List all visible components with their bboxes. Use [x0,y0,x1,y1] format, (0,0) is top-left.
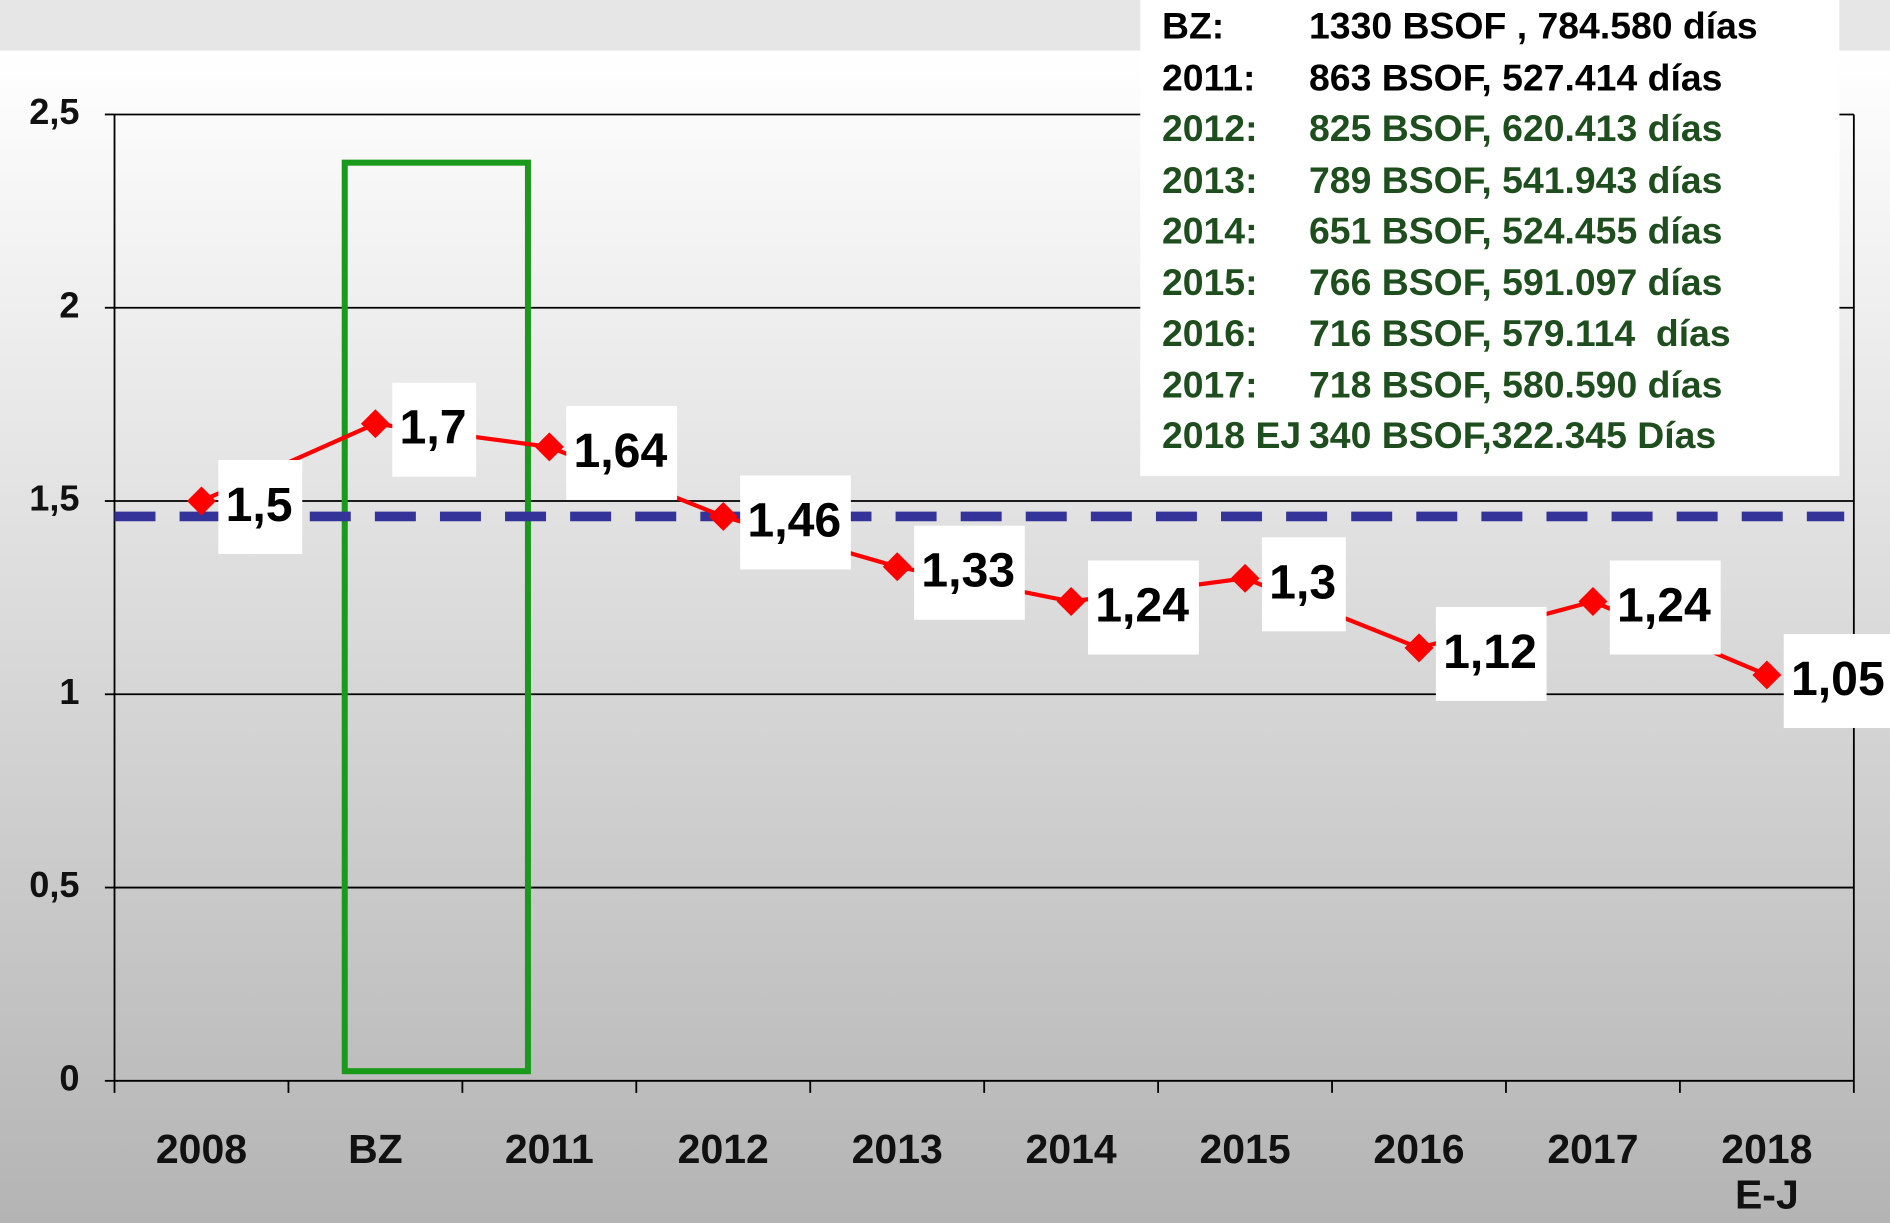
info-text: 718 BSOF, 580.590 días [1309,363,1723,406]
info-row: 2017: 718 BSOF, 580.590 días [1162,363,1722,406]
data-label: 1,24 [1617,578,1711,632]
info-label: 2013: [1161,158,1258,201]
info-text: 766 BSOF, 591.097 días [1309,260,1723,304]
marker [1230,563,1260,593]
x-tick-label: 2013 [851,1126,943,1173]
info-label: 2018 EJ [1161,414,1302,457]
data-label-box [1783,633,1890,728]
info-row: 2012: 825 BSOF, 620.413 días [1162,107,1722,150]
info-label: 2015: [1161,260,1258,304]
info-label: 2017: [1161,363,1258,406]
marker [360,409,390,439]
highlight-box [341,159,531,1075]
info-text: 863 BSOF, 527.414 días [1309,56,1723,99]
data-label: 1,24 [1095,578,1189,632]
marker [534,432,564,462]
info-box: BZ: 1330 BSOF , 784.580 días 2011: 863 BSOF… [1140,0,1840,476]
data-label-box [740,475,851,570]
marker [187,486,216,516]
data-label-box [1261,537,1346,632]
info-row: 2013: 789 BSOF, 541.943 días [1162,158,1722,201]
data-label-box [218,460,303,555]
y-tick-label: 0,5 [29,864,79,905]
y-tick-label: 2,5 [29,91,79,132]
info-label: BZ: [1161,4,1225,47]
info-row: 2015: 766 BSOF, 591.097 días [1162,261,1722,304]
x-tick-label: BZ [348,1126,403,1173]
data-label-box [392,382,477,477]
y-tick-label: 1,5 [29,478,79,519]
data-label: 1,33 [921,544,1015,598]
data-label-box [566,405,678,500]
x-tick-label: 2018 E-J [1721,1126,1813,1219]
y-tick-label: 1 [59,671,79,712]
marker [1752,660,1782,690]
info-text: 1330 BSOF , 784.580 días [1309,4,1758,47]
data-label-box [914,525,1025,620]
info-text: 825 BSOF, 620.413 días [1309,107,1723,150]
info-row: 2016: 716 BSOF, 579.114 días [1162,312,1731,355]
marker [708,502,738,531]
x-tick-label: 2014 [1025,1126,1117,1173]
data-label-box [1088,560,1199,655]
x-tick-label: 2017 [1547,1126,1639,1173]
info-row: 2018 EJ 340 BSOF,322.345 Días [1162,414,1716,457]
data-label: 1,3 [1269,555,1336,609]
data-label-box [1435,606,1547,701]
data-label-box [1609,560,1721,655]
info-text: 789 BSOF, 541.943 días [1309,158,1723,201]
x-tick-label: 2012 [677,1126,769,1173]
data-label: 1,5 [226,478,293,532]
info-label: 2011: [1161,56,1256,99]
x-tick-label: 2015 [1199,1126,1291,1173]
marker [1578,587,1608,616]
data-label: 1,12 [1443,625,1537,679]
y-tick-label: 0 [59,1057,79,1098]
data-label: 1,05 [1791,652,1885,706]
data-label: 1,64 [573,424,667,478]
x-tick-label: 2011 [504,1126,594,1173]
info-row: 2014: 651 BSOF, 524.455 días [1162,210,1722,253]
data-label: 1,46 [747,493,841,547]
marker [1056,587,1086,616]
x-tick-label: 2008 [155,1126,248,1173]
y-tick-label: 2 [59,284,79,325]
info-row: BZ: 1330 BSOF , 784.580 días [1162,5,1758,48]
info-text: 340 BSOF,322.345 Días [1309,414,1717,457]
info-label: 2014: [1161,209,1258,252]
info-text: 651 BSOF, 524.455 días [1309,209,1723,252]
info-row: 2011: 863 BSOF, 527.414 días [1162,56,1722,99]
data-label: 1,7 [400,401,467,455]
x-tick-label: 2016 [1373,1126,1465,1173]
info-label: 2012: [1161,107,1258,150]
info-label: 2016: [1161,312,1258,355]
info-text: 716 BSOF, 579.114 días [1309,312,1731,355]
